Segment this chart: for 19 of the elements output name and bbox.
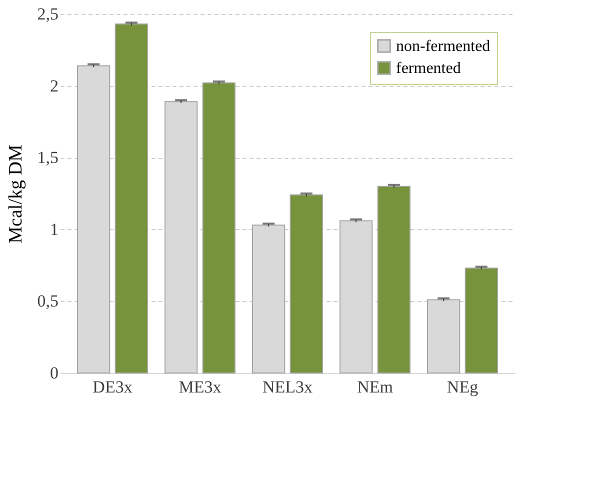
bar (464, 268, 498, 374)
bar (290, 194, 323, 374)
bar (377, 186, 410, 374)
legend-label: non-fermented (396, 38, 490, 55)
y-tick-label: 0,5 (37, 292, 58, 311)
x-tick-label: NEL3x (262, 378, 314, 396)
bar (202, 82, 236, 374)
bar (114, 24, 148, 374)
y-axis-title: Mcal/kg DM (5, 144, 26, 244)
y-tick-label: 1 (50, 220, 58, 239)
y-tick-label: 2,5 (37, 4, 58, 24)
x-tick-label: NEm (357, 378, 393, 396)
x-tick-label: NEg (446, 378, 479, 396)
x-tick-label: DE3x (92, 378, 133, 396)
legend-label: fermented (396, 60, 461, 77)
y-tick-label: 1,5 (37, 148, 58, 168)
y-tick-label: 2 (50, 76, 58, 96)
x-tick-label: ME3x (178, 378, 222, 396)
y-tick-label: 0 (50, 364, 58, 382)
